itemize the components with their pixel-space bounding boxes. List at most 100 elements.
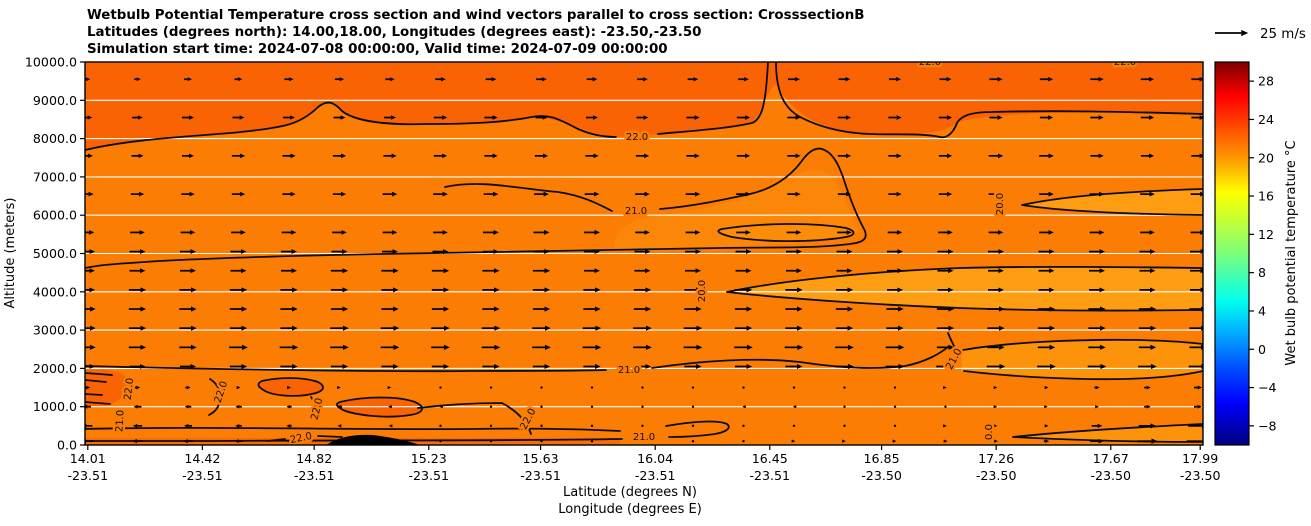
wind-arrow-head xyxy=(998,287,1004,293)
wind-arrow-head xyxy=(795,77,800,82)
wind-arrow-head xyxy=(190,249,196,255)
field-band xyxy=(961,339,1203,380)
wind-arrow-head xyxy=(286,404,291,409)
wind-arrow-head xyxy=(1100,306,1106,312)
contour-line-22.0 xyxy=(257,377,324,397)
wind-arrow-head xyxy=(1149,76,1155,82)
wind-arrow-head xyxy=(646,344,652,350)
wind-arrow-head xyxy=(136,77,141,82)
wind-arrow-head xyxy=(493,229,499,235)
wind-arrow-head xyxy=(947,230,953,235)
wind-arrow-head xyxy=(241,249,247,255)
wind-arrow-calm-dot xyxy=(590,439,594,443)
x-tick-label-latitude: 14.82 xyxy=(296,451,332,466)
title-block: Wetbulb Potential Temperature cross sect… xyxy=(87,8,864,57)
wind-arrow-head xyxy=(1146,404,1151,409)
wind-arrow-calm-dot xyxy=(590,386,594,389)
wind-arrow-head xyxy=(88,191,94,197)
wind-arrow-calm-dot xyxy=(792,424,796,428)
wind-arrow-calm-dot xyxy=(590,405,594,408)
wind-arrow-calm-dot xyxy=(439,424,442,428)
wind-arrow-head xyxy=(847,249,853,255)
wind-arrow-head xyxy=(238,77,243,82)
wind-arrow-head xyxy=(848,363,854,370)
wind-arrow-head xyxy=(847,268,853,274)
y-tick-label: 0.0 xyxy=(57,438,77,453)
wind-arrow-head xyxy=(796,230,802,235)
wind-arrow-head xyxy=(997,76,1003,82)
wind-arrow-head xyxy=(443,268,450,274)
wind-arrow-head xyxy=(745,191,751,197)
wind-arrow-head xyxy=(998,230,1004,235)
wind-arrow-head xyxy=(1202,438,1203,445)
contour-label: 0.0 xyxy=(984,424,995,440)
wind-arrow-head xyxy=(1150,325,1157,331)
wind-arrow-head xyxy=(898,344,905,350)
wind-arrow-head xyxy=(87,115,93,120)
wind-arrow-head xyxy=(393,344,400,350)
wind-arrow-head xyxy=(292,325,298,331)
wind-arrow-head xyxy=(594,249,600,255)
wind-arrow-head xyxy=(390,77,395,82)
wind-arrow-head xyxy=(896,115,902,120)
wind-arrow-head xyxy=(696,363,702,370)
wind-arrow-head xyxy=(1099,249,1105,255)
wind-arrow-head xyxy=(391,115,396,120)
colorbar-title: Wet bulb potential temperature °C xyxy=(1284,140,1299,365)
colorbar-border xyxy=(1214,61,1250,446)
x-tick-label-longitude: -23.51 xyxy=(408,468,449,483)
wind-arrow-head xyxy=(189,153,194,159)
wind-arrow-head xyxy=(1100,363,1107,370)
wind-arrow-head xyxy=(287,385,291,390)
field-band xyxy=(85,369,129,408)
wind-arrow-head xyxy=(594,268,600,274)
wind-arrow-head xyxy=(643,115,649,120)
wind-arrow-head xyxy=(393,306,399,312)
x-tick-label-longitude: -23.51 xyxy=(520,468,561,483)
wind-arrow-head xyxy=(645,268,651,274)
wind-arrow-head xyxy=(998,268,1004,274)
wind-arrow-head xyxy=(745,153,751,159)
wind-arrow-head xyxy=(1201,325,1203,331)
colorbar-tick-label: −4 xyxy=(1258,380,1277,395)
wind-arrow-head xyxy=(644,153,650,159)
wind-arrow-head xyxy=(240,230,246,235)
wind-arrow-head xyxy=(1100,344,1106,350)
wind-arrow-head xyxy=(90,306,96,312)
wind-arrow-head xyxy=(241,363,248,370)
wind-arrow-calm-dot xyxy=(439,386,442,389)
field-band xyxy=(85,62,1203,150)
wind-arrow-head xyxy=(1150,268,1156,274)
terrain-silhouette xyxy=(326,434,420,445)
x-tick-label-longitude: -23.51 xyxy=(182,468,223,483)
wind-arrow-head xyxy=(89,287,95,293)
wind-arrow-head xyxy=(133,404,138,409)
wind-arrow-head xyxy=(393,363,399,370)
contour-line-21.0 xyxy=(85,426,621,432)
y-tick-label: 5000.0 xyxy=(33,246,77,261)
field-band xyxy=(1013,424,1203,442)
wind-arrow-calm-dot xyxy=(843,386,846,389)
wind-arrow-head xyxy=(797,306,803,312)
wind-arrow-head xyxy=(342,363,349,370)
wind-arrow-head xyxy=(595,325,602,331)
wind-arrow-head xyxy=(1150,306,1157,312)
wind-arrow-head xyxy=(444,325,450,331)
wind-arrow-head xyxy=(544,229,550,235)
wind-arrow-head xyxy=(695,249,701,255)
x-tick-label-latitude: 14.01 xyxy=(70,451,106,466)
wind-arrow-head xyxy=(441,77,446,82)
wind-arrow-head xyxy=(999,363,1006,370)
wind-arrow-head xyxy=(1150,287,1156,293)
wind-arrow-head xyxy=(1044,405,1048,409)
x-tick-label-longitude: -23.50 xyxy=(976,468,1017,483)
x-tick-label-longitude: -23.51 xyxy=(749,468,790,483)
wind-arrow-head xyxy=(993,424,998,428)
wind-arrow-head xyxy=(544,363,551,370)
y-tick-label: 3000.0 xyxy=(33,323,77,338)
wind-arrow-head xyxy=(337,424,342,428)
wind-arrow-head xyxy=(1201,306,1203,312)
wind-arrow-head xyxy=(191,325,197,331)
wind-arrow-calm-dot xyxy=(540,424,543,428)
wind-arrow-calm-dot xyxy=(893,386,897,389)
